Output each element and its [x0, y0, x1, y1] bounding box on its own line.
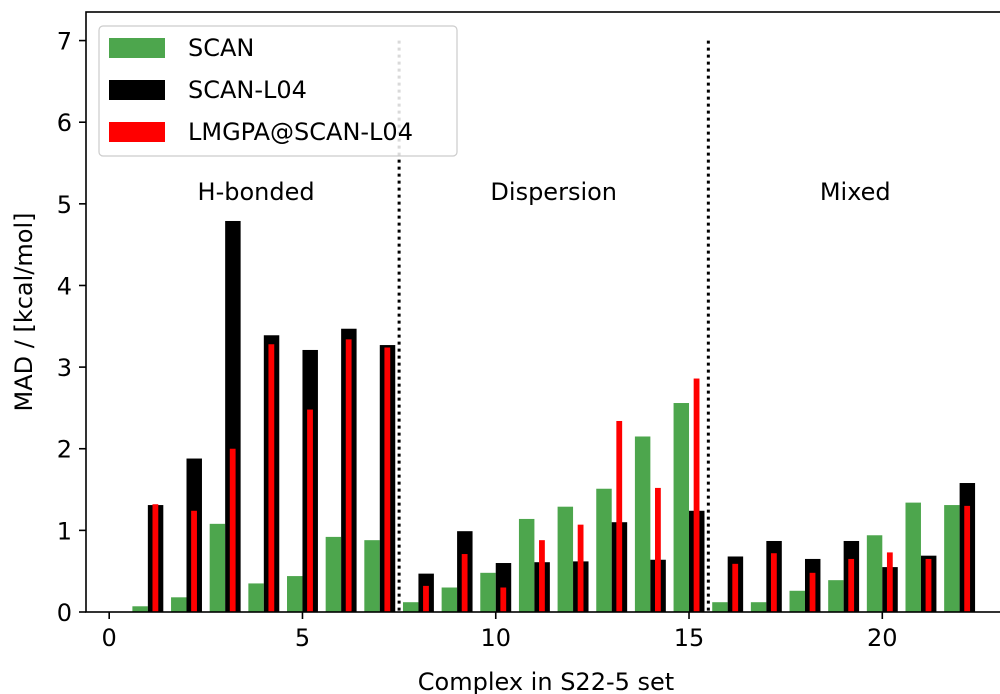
- region-label: H-bonded: [198, 178, 315, 206]
- plot-frame: [85, 11, 1000, 613]
- y-axis-label: MAD / [kcal/mol]: [10, 213, 38, 412]
- y-tick-label: 6: [57, 109, 72, 137]
- bar-scan: [248, 583, 264, 612]
- x-axis-label: Complex in S22-5 set: [418, 668, 674, 694]
- bar-scan: [441, 587, 458, 612]
- bar-lmgpa: [732, 563, 739, 612]
- legend-swatch-scan: [109, 38, 165, 58]
- y-axis-ticks: 0 1 2 3 4 5 6 7: [57, 28, 86, 627]
- bar-lmgpa: [925, 558, 932, 612]
- bar-scan: [789, 590, 805, 612]
- bar-lmgpa: [191, 510, 197, 612]
- bar-lmgpa: [616, 420, 623, 612]
- bar-scan: [905, 502, 921, 612]
- bar-lmgpa: [229, 448, 236, 612]
- region-separators: [397, 40, 710, 612]
- legend-frame: [98, 25, 458, 157]
- bar-lmgpa: [345, 339, 352, 612]
- y-tick-label: 2: [57, 436, 72, 464]
- bar-lmgpa: [964, 505, 971, 612]
- bar-scan: [828, 580, 844, 612]
- region-label: Mixed: [820, 178, 891, 206]
- bar-lmgpa: [770, 553, 777, 612]
- bar-scan: [480, 572, 496, 612]
- y-tick-label: 4: [57, 272, 72, 300]
- bar-lmgpa: [307, 409, 313, 612]
- bar-lmgpa: [693, 378, 700, 612]
- y-tick-label: 3: [57, 354, 72, 382]
- legend: SCAN SCAN-L04 LMGPA@SCAN-L04: [98, 25, 458, 157]
- bar-lmgpa: [268, 344, 275, 612]
- bars-group: [132, 220, 976, 612]
- bar-lmgpa: [152, 504, 159, 612]
- bar-scan: [171, 597, 187, 612]
- bar-scan-l04: [225, 220, 241, 612]
- bar-scan: [518, 518, 535, 612]
- bar-lmgpa: [577, 524, 584, 612]
- bar-lmgpa: [384, 347, 391, 612]
- legend-label-scan-l04: SCAN-L04: [188, 76, 307, 104]
- bar-lmgpa: [423, 585, 429, 612]
- bar-scan: [132, 606, 148, 612]
- y-tick-label: 0: [57, 599, 72, 627]
- bar-scan: [209, 523, 226, 612]
- legend-swatch-lmgpa: [109, 122, 165, 142]
- y-tick-label: 1: [57, 517, 72, 545]
- bar-lmgpa: [848, 558, 855, 612]
- bar-scan: [596, 488, 612, 612]
- x-tick-label: 15: [674, 624, 705, 652]
- legend-label-lmgpa: LMGPA@SCAN-L04: [188, 118, 413, 146]
- bar-lmgpa: [539, 540, 545, 612]
- bar-lmgpa: [886, 552, 893, 612]
- bar-lmgpa: [809, 572, 816, 612]
- bar-lmgpa: [461, 554, 468, 612]
- y-tick-label: 5: [57, 191, 72, 219]
- x-tick-label: 0: [102, 624, 117, 652]
- legend-label-scan: SCAN: [188, 34, 254, 62]
- bar-scan: [287, 576, 303, 612]
- x-axis-ticks: 0 5 10 15 20: [102, 612, 898, 652]
- bar-scan: [402, 602, 419, 612]
- bar-scan: [364, 540, 380, 612]
- bar-scan: [673, 403, 690, 612]
- bar-lmgpa: [500, 587, 507, 612]
- x-tick-label: 20: [867, 624, 898, 652]
- bar-scan: [944, 505, 960, 612]
- bar-lmgpa: [655, 487, 661, 612]
- bar-scan: [634, 436, 651, 612]
- x-tick-label: 10: [480, 624, 511, 652]
- bar-scan: [750, 602, 767, 612]
- bar-scan: [866, 535, 883, 612]
- region-labels: H-bonded Dispersion Mixed: [198, 178, 891, 206]
- legend-swatch-scan-l04: [109, 80, 165, 100]
- bar-scan: [557, 506, 574, 612]
- y-tick-label: 7: [57, 28, 72, 56]
- bar-scan: [712, 602, 728, 612]
- region-label: Dispersion: [490, 178, 617, 206]
- x-tick-label: 5: [295, 624, 310, 652]
- bar-scan: [325, 536, 342, 612]
